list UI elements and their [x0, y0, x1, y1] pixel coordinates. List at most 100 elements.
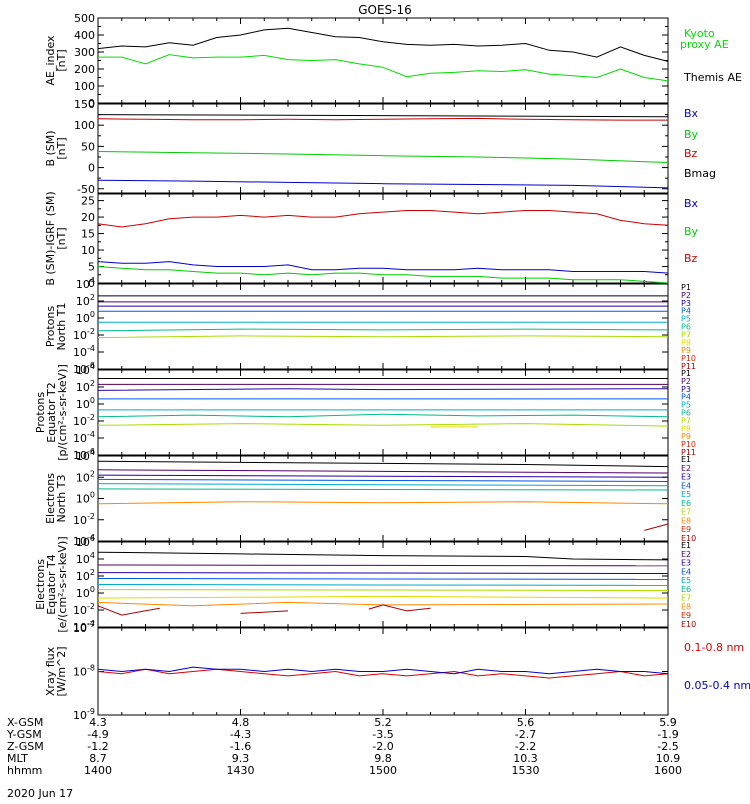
panel-frame — [97, 455, 669, 542]
y-tick-label: 100 — [76, 491, 95, 506]
y-axis-label-line: Equator T4 — [45, 554, 58, 614]
y-tick-label-exponent: -2 — [87, 413, 95, 422]
y-tick-label: 0 — [88, 162, 95, 175]
x-row-value: -1.2 — [87, 740, 108, 753]
series-line — [97, 572, 669, 574]
legend-entry-line: proxy AE — [680, 38, 729, 51]
x-row-value: 1600 — [654, 764, 682, 777]
panel-frame — [97, 193, 669, 284]
legend-entry: P7 — [681, 416, 691, 425]
y-axis-label-line: [nT] — [55, 137, 68, 159]
panel-2: -50 0 50 100 150 B (SM)[nT] Bx By Bz Bmag — [44, 98, 716, 196]
legend-entry: P8 — [681, 424, 691, 433]
legend-entry: P6 — [681, 323, 691, 332]
y-tick-label: 104 — [76, 276, 95, 291]
y-axis-label-line: North T1 — [55, 303, 68, 351]
y-tick-label-exponent: -6 — [87, 447, 95, 456]
x-row-value: 5.6 — [517, 716, 535, 729]
legend-entry: P7 — [681, 330, 691, 339]
legend-entry: P10 — [681, 354, 696, 363]
y-axis-label: B (SM)-IGRF (SM)[nT] — [44, 191, 68, 285]
legend-entry: P10 — [681, 440, 696, 449]
y-tick-label-exponent: 0 — [90, 491, 95, 500]
legend-entry-line: Kyoto — [684, 27, 715, 40]
x-row-value: 1400 — [84, 764, 112, 777]
x-row-value: 5.2 — [374, 716, 392, 729]
panel-frame — [97, 17, 669, 104]
y-tick-label: 100 — [74, 80, 95, 93]
y-tick-label-base: 10 — [76, 570, 90, 583]
x-row-value: 10.3 — [513, 752, 538, 765]
legend-entry: E6 — [681, 585, 691, 594]
legend-entry: E4 — [681, 567, 691, 576]
series-line — [97, 595, 669, 599]
legend-entry: 0.05-0.4 nm — [684, 679, 750, 692]
legend-entry: P3 — [681, 299, 691, 308]
y-tick-label: 10-4 — [73, 430, 95, 445]
legend: 0.1-0.8 nm 0.05-0.4 nm — [684, 641, 750, 692]
series-line — [97, 478, 669, 482]
y-tick-label-base: 10 — [73, 415, 87, 428]
y-tick-label-exponent: 6 — [90, 534, 95, 543]
y-tick-label-exponent: 0 — [90, 396, 95, 405]
y-tick-label-exponent: -2 — [87, 602, 95, 611]
legend-entry: E1 — [681, 541, 691, 550]
legend-entry: P2 — [681, 291, 691, 300]
y-tick-label-exponent: 4 — [90, 276, 95, 285]
y-tick-label: 102 — [76, 293, 95, 308]
series-line — [97, 335, 669, 339]
y-tick-label-base: 10 — [76, 493, 90, 506]
y-tick-label-base: 10 — [76, 278, 90, 291]
legend: Bx By Bz Bmag — [684, 107, 716, 180]
series-line — [97, 460, 669, 468]
legend-entry: P1 — [681, 283, 691, 292]
y-tick-label-exponent: 4 — [90, 448, 95, 457]
y-tick-label-exponent: 4 — [90, 362, 95, 371]
y-tick-label: 104 — [76, 362, 95, 377]
series-line — [97, 151, 669, 163]
y-tick-label-base: 10 — [73, 622, 87, 635]
y-tick-label: 200 — [74, 63, 95, 76]
x-row-value: 1530 — [512, 764, 540, 777]
series-line — [97, 179, 669, 189]
series-line — [240, 610, 289, 614]
y-tick-label-exponent: -8 — [87, 664, 95, 673]
panel-3: 0 5 10 15 20 25 B (SM)-IGRF (SM)[nT] Bx By Bz — [44, 191, 699, 290]
legend-entry: P4 — [681, 307, 691, 316]
y-axis-label-line: [nT] — [55, 49, 68, 71]
panel-frame — [97, 369, 669, 456]
legend-entry: E5 — [681, 576, 691, 585]
y-axis-label: B (SM)[nT] — [44, 130, 68, 166]
legend-entry: E6 — [681, 499, 691, 508]
y-tick-label-exponent: 4 — [90, 551, 95, 560]
y-axis-label-line: Xray flux — [44, 646, 57, 696]
y-tick-label-base: 10 — [73, 621, 87, 634]
y-tick-label-base: 10 — [76, 450, 90, 463]
y-tick-label: 10-6 — [73, 361, 95, 376]
legend-entry: Bx — [684, 197, 699, 210]
series-line — [97, 114, 669, 118]
y-tick-label-base: 10 — [76, 536, 90, 549]
series-line — [97, 551, 669, 561]
y-axis-label-line: B (SM) — [44, 130, 57, 166]
series-line — [97, 266, 669, 284]
series-line — [97, 423, 669, 427]
y-tick-label-exponent: 2 — [90, 469, 95, 478]
series-line — [97, 564, 669, 567]
legend-entry: E9 — [681, 611, 691, 620]
legend-entry: E3 — [681, 473, 691, 482]
y-tick-label-base: 10 — [76, 398, 90, 411]
series-line — [97, 668, 669, 679]
x-row-value: 10.9 — [656, 752, 681, 765]
y-tick-label-base: 10 — [73, 329, 87, 342]
x-row-value: -2.7 — [515, 728, 536, 741]
y-tick-label-base: 10 — [76, 553, 90, 566]
legend-entry: E10 — [681, 620, 696, 629]
y-tick-label: 15 — [81, 228, 95, 241]
series-line — [97, 501, 669, 505]
